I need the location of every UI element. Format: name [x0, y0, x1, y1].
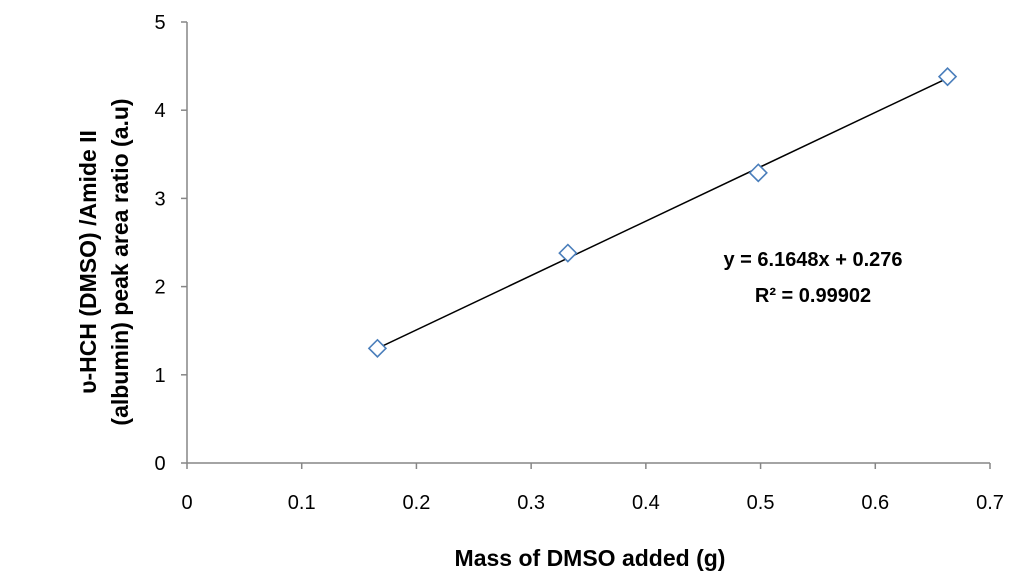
y-tick-label: 2: [154, 277, 165, 299]
y-tick-label: 3: [154, 188, 165, 210]
y-axis-title: υ-HCH (DMSO) /Amide II (albumin) peak ar…: [75, 98, 133, 425]
y-tick-label: 1: [154, 365, 165, 387]
y-tick-label: 4: [154, 100, 165, 122]
data-point: [558, 243, 578, 263]
data-point: [367, 338, 388, 358]
x-tick-label: 0.7: [976, 492, 1004, 514]
x-tick-label: 0.3: [517, 492, 545, 514]
y-axis-ticks: 0 1 2 3 4 5: [154, 12, 187, 475]
x-axis-title: Mass of DMSO added (g): [455, 545, 726, 571]
x-tick-label: 0.4: [632, 492, 660, 514]
plot-area: 0 1 2 3 4 5 0 0.1 0.2 0.3 0.4 0.5 0.6 0.7: [154, 12, 1003, 514]
data-point: [748, 163, 768, 183]
trendline: [377, 77, 948, 350]
data-points: [367, 67, 958, 358]
x-axis-ticks: 0 0.1 0.2 0.3 0.4 0.5 0.6 0.7: [181, 463, 1004, 514]
y-tick-label: 5: [154, 12, 165, 34]
x-tick-label: 0.2: [403, 492, 431, 514]
y-axis-title-line-1: υ-HCH (DMSO) /Amide II: [75, 130, 101, 394]
data-point: [937, 67, 958, 87]
r-squared-label: R² = 0.99902: [755, 285, 871, 307]
x-tick-label: 0.6: [861, 492, 889, 514]
x-tick-label: 0: [181, 492, 192, 514]
y-tick-label: 0: [154, 453, 165, 475]
trendline-equation: y = 6.1648x + 0.276: [723, 249, 902, 271]
x-tick-label: 0.1: [288, 492, 316, 514]
y-axis-title-line-2: (albumin) peak area ratio (a.u): [107, 98, 133, 425]
x-tick-label: 0.5: [747, 492, 775, 514]
